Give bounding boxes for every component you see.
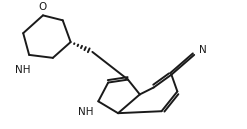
Text: NH: NH — [16, 65, 31, 75]
Text: O: O — [39, 2, 47, 12]
Text: NH: NH — [78, 107, 93, 117]
Text: N: N — [199, 45, 207, 55]
